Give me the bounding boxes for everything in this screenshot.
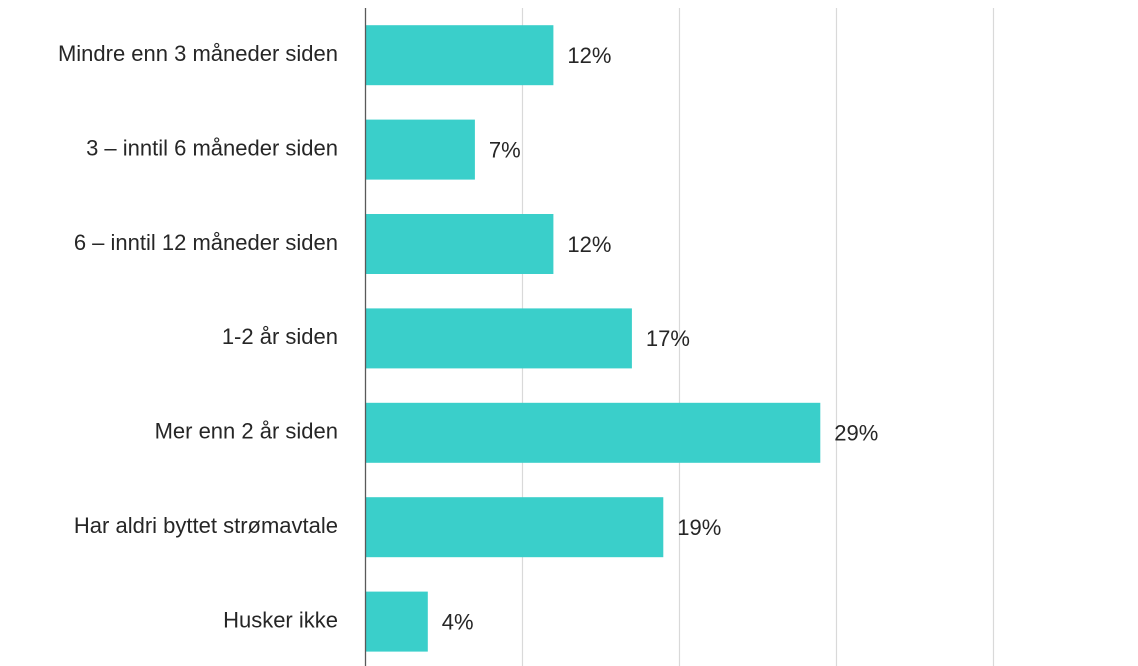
category-label: Mer enn 2 år siden xyxy=(155,419,338,444)
category-label: 6 – inntil 12 måneder siden xyxy=(74,230,338,255)
labels: Mindre enn 3 måneder siden 12% 3 – inntil … xyxy=(58,41,878,634)
data-label: 4% xyxy=(442,609,474,634)
data-label: 17% xyxy=(646,326,690,351)
category-label: 3 – inntil 6 måneder siden xyxy=(86,135,338,160)
data-label: 12% xyxy=(567,232,611,257)
bar xyxy=(365,119,475,180)
data-label: 7% xyxy=(489,137,521,162)
category-label: Mindre enn 3 måneder siden xyxy=(58,41,338,66)
bar xyxy=(365,308,632,369)
category-label: Har aldri byttet strømavtale xyxy=(74,513,338,538)
data-label: 19% xyxy=(677,515,721,540)
bar xyxy=(365,214,554,274)
data-label: 29% xyxy=(834,421,878,446)
data-label: 12% xyxy=(567,43,611,68)
category-label: Husker ikke xyxy=(223,607,338,632)
bar xyxy=(365,591,428,652)
bar xyxy=(365,497,664,558)
bar xyxy=(365,402,821,463)
category-label: 1-2 år siden xyxy=(222,324,338,349)
bar xyxy=(365,25,554,86)
bars xyxy=(365,25,821,652)
